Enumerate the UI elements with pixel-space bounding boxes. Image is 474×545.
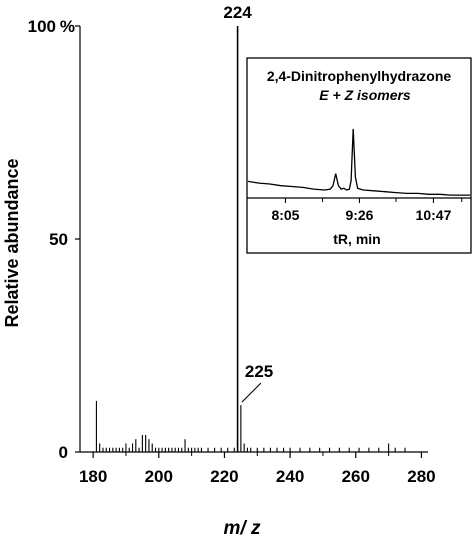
x-tick-label: 220 [210,467,238,486]
main-chart: 180 200 220 240 260 280 0 50 100 % Relative abunda… [2,3,436,539]
inset-frame [246,57,472,254]
x-tick-label: 240 [276,467,304,486]
peak-label-225: 225 [245,362,273,381]
inset-x-axis-title: tR, min [333,231,380,247]
y-tick-label: 100 [28,17,56,36]
inset-x-tick-label: 8:05 [271,207,299,223]
inset-subtitle: E + Z isomers [319,87,411,103]
inset-trace-line [247,128,470,196]
inset-x-tick-label: 9:26 [345,207,373,223]
peak-leader-225 [241,382,262,403]
y-unit-label: % [60,17,75,36]
y-tick-label: 0 [59,443,68,462]
inset-title: 2,4-Dinitrophenylhydrazone [267,68,452,84]
x-tick-label: 180 [79,467,107,486]
inset-chromatogram: 2,4-Dinitrophenylhydrazone E + Z isomers 8… [246,57,472,254]
y-tick-label: 50 [49,230,68,249]
peak-label-224: 224 [223,3,252,22]
inset-x-tick-label: 10:47 [416,207,452,223]
y-axis-title: Relative abundance [2,158,22,327]
x-tick-label: 280 [407,467,435,486]
x-axis-title: m/ z [224,518,261,539]
x-tick-label: 260 [342,467,370,486]
x-tick-label: 200 [145,467,173,486]
